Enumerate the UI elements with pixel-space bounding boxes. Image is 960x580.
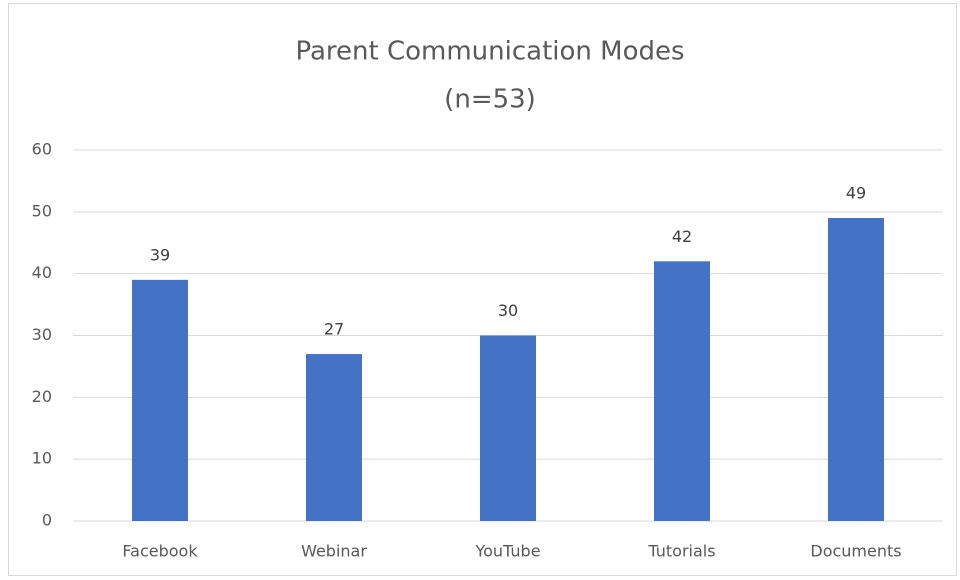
- data-label: 30: [498, 301, 518, 320]
- data-label: 27: [324, 320, 344, 339]
- x-tick-label: Webinar: [301, 542, 367, 561]
- y-tick-label: 60: [32, 140, 52, 159]
- x-tick-label: YouTube: [474, 542, 540, 561]
- chart-subtitle: (n=53): [444, 85, 536, 115]
- y-tick-label: 50: [32, 201, 52, 220]
- y-tick-label: 30: [32, 325, 52, 344]
- bar: [480, 335, 536, 521]
- x-tick-label: Tutorials: [647, 542, 715, 561]
- data-label: 49: [846, 184, 866, 203]
- x-tick-label: Documents: [810, 542, 901, 561]
- x-tick-label: Facebook: [122, 542, 198, 561]
- bar: [132, 279, 188, 521]
- chart-title: Parent Communication Modes: [295, 37, 684, 67]
- y-tick-label: 40: [32, 263, 52, 282]
- bar: [306, 354, 362, 521]
- bar: [654, 261, 710, 521]
- y-tick-label: 20: [32, 387, 52, 406]
- data-label: 42: [672, 227, 692, 246]
- data-label: 39: [150, 245, 170, 264]
- y-tick-label: 0: [42, 511, 52, 530]
- bar: [828, 218, 884, 521]
- y-tick-label: 10: [32, 449, 52, 468]
